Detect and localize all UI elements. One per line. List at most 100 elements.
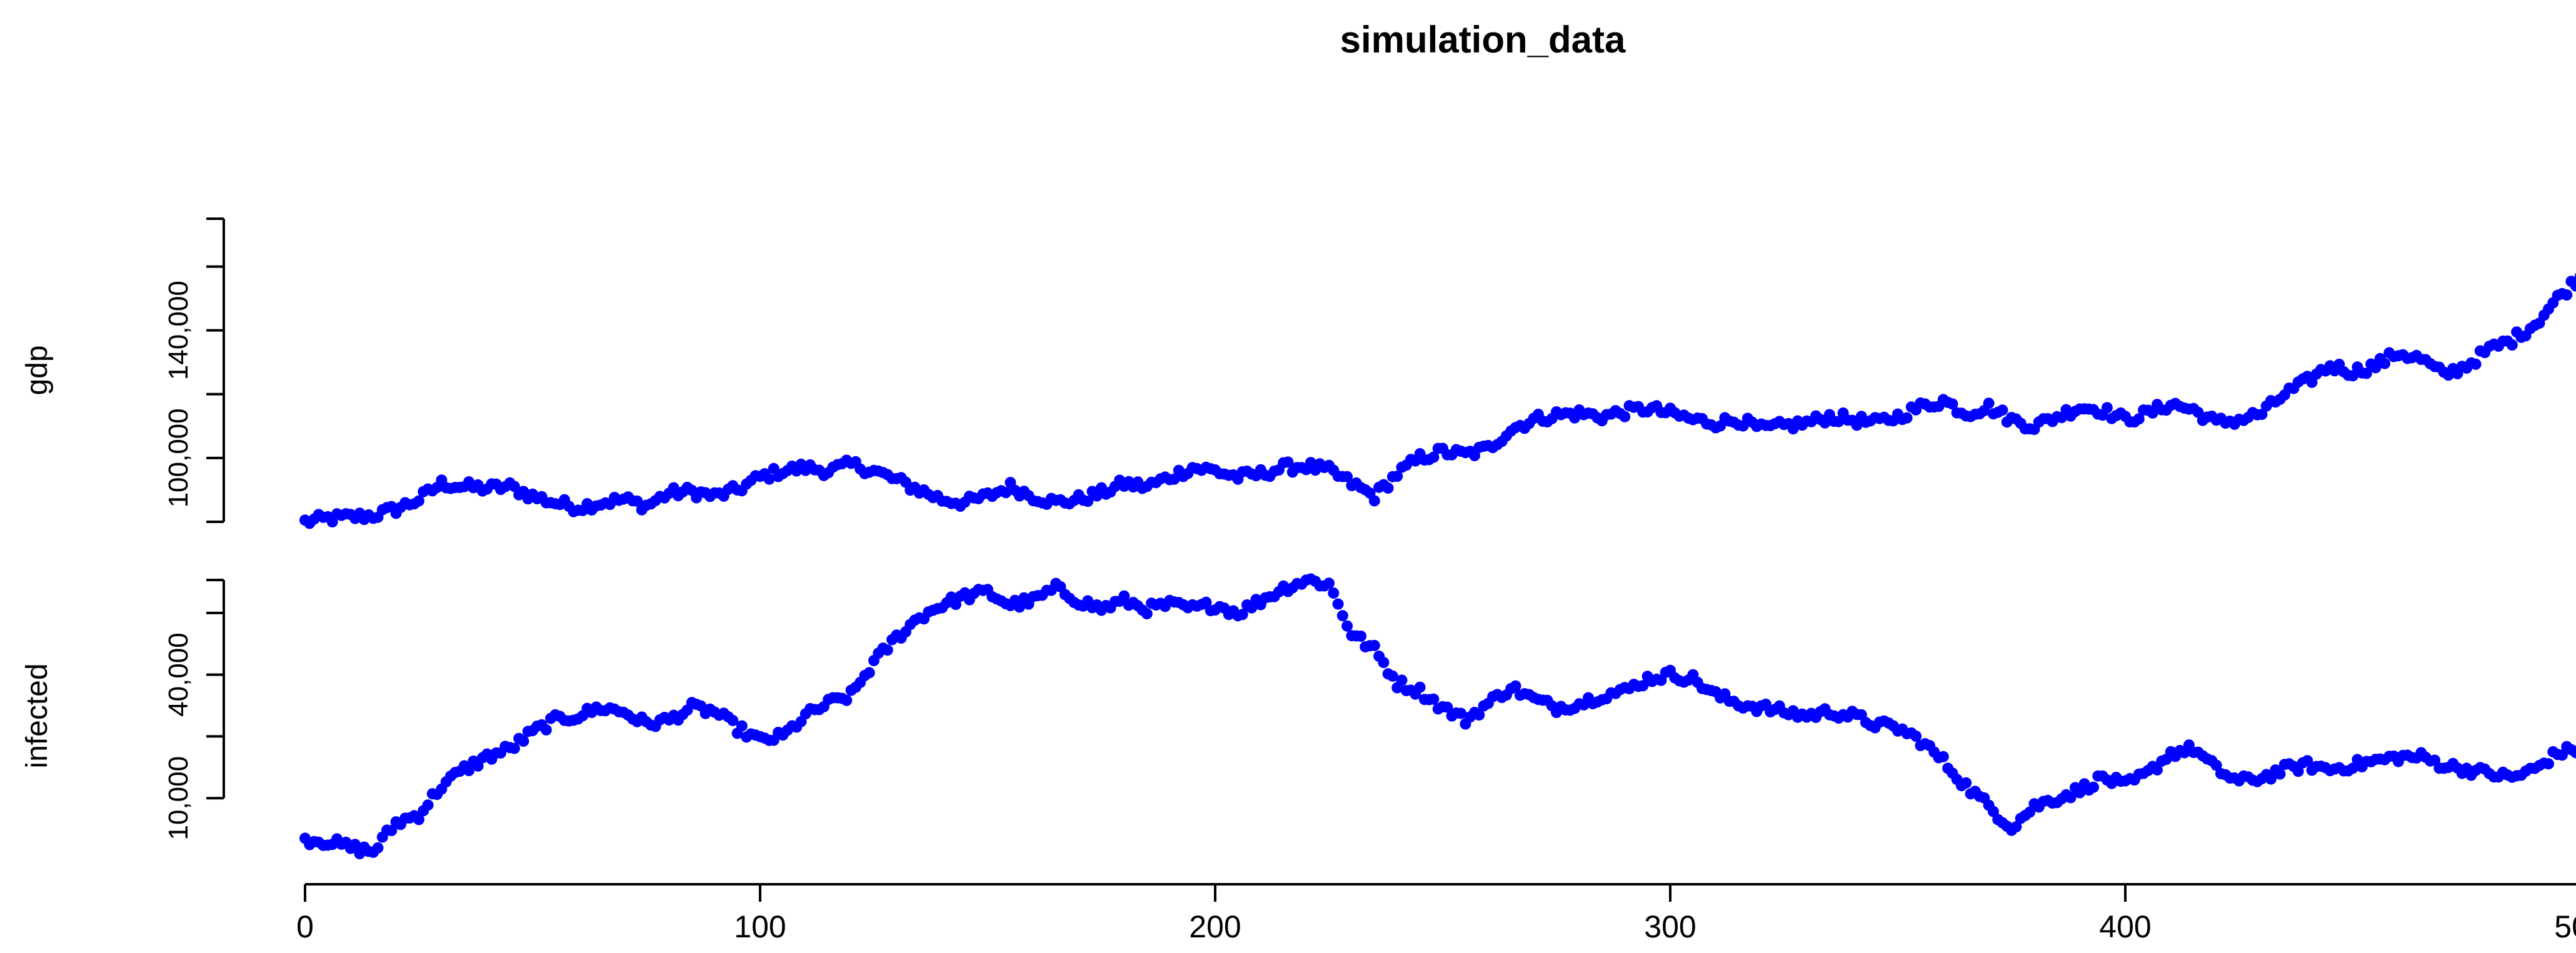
data-point	[1851, 419, 1863, 431]
data-point	[631, 495, 643, 507]
data-point	[1336, 610, 1348, 622]
data-point	[1341, 620, 1353, 632]
data-point	[1428, 693, 1440, 705]
x-tick-label: 500	[2554, 909, 2576, 944]
data-point	[1833, 416, 1845, 427]
data-point	[1819, 417, 1831, 429]
data-point	[1236, 609, 1248, 621]
data-point	[2292, 766, 2304, 777]
y-tick-label: 140,000	[163, 281, 194, 380]
data-point	[386, 825, 398, 836]
data-point	[2306, 376, 2318, 388]
data-point	[2360, 367, 2372, 379]
data-point	[2133, 413, 2145, 425]
chart-title: simulation_data	[1340, 19, 1626, 61]
data-point	[1200, 596, 1212, 608]
gdp-y-axis-label: gdp	[21, 345, 54, 395]
data-point	[1715, 420, 1727, 432]
data-point	[727, 714, 739, 726]
data-point	[2570, 747, 2576, 759]
gdp-y-ticks	[206, 217, 224, 523]
data-point	[413, 814, 424, 826]
data-point	[1396, 674, 1408, 686]
data-point	[1168, 473, 1180, 485]
data-point	[2561, 289, 2573, 301]
data-point	[2101, 402, 2113, 414]
x-axis: 0 100 200 300 400 500	[296, 883, 2576, 944]
data-point	[1473, 709, 1485, 721]
data-point	[1378, 657, 1390, 669]
x-tick-label: 100	[734, 909, 786, 944]
gdp-y-tick-labels: 100,000 140,000	[163, 281, 194, 507]
x-tick-label: 0	[296, 909, 314, 944]
data-point	[1341, 471, 1353, 482]
data-point	[1937, 751, 1949, 762]
data-point	[1469, 450, 1480, 461]
data-point	[1386, 670, 1398, 682]
data-point	[2065, 792, 2077, 804]
data-point	[2302, 755, 2313, 767]
data-point	[1455, 707, 1467, 719]
data-point	[1000, 487, 1012, 499]
data-point	[1510, 680, 1521, 692]
data-point	[1960, 777, 1972, 789]
data-point	[841, 694, 853, 706]
data-point	[413, 495, 424, 507]
infected-y-ticks	[206, 579, 224, 800]
data-point	[349, 839, 361, 851]
data-point	[372, 842, 384, 854]
data-point	[540, 724, 552, 736]
x-axis-tick-labels: 0 100 200 300 400 500	[296, 909, 2576, 944]
data-point	[2147, 407, 2158, 419]
data-point	[1141, 608, 1153, 620]
infected-y-axis-label: infected	[21, 663, 54, 768]
data-point	[1910, 731, 1922, 742]
data-point	[463, 765, 475, 776]
data-point	[1355, 631, 1366, 642]
data-point	[1118, 590, 1130, 602]
infected-series	[299, 573, 2576, 859]
y-tick-label: 10,000	[163, 756, 194, 841]
x-axis-ticks	[304, 884, 2127, 902]
data-point	[736, 720, 748, 732]
data-point	[1328, 587, 1340, 599]
data-point	[2556, 749, 2568, 761]
data-point	[1246, 602, 1258, 614]
data-point	[763, 473, 775, 485]
gdp-panel: 100,000 140,000 gdp	[21, 217, 2576, 529]
infected-panel: 10,000 40,000 infected	[21, 573, 2576, 859]
data-point	[1637, 680, 1649, 692]
data-point	[508, 481, 520, 492]
gdp-series	[299, 272, 2576, 529]
y-tick-label: 40,000	[163, 632, 194, 717]
x-tick-label: 200	[1189, 909, 1241, 944]
data-point	[1414, 681, 1426, 693]
data-point	[2088, 781, 2099, 793]
data-point	[472, 760, 484, 772]
data-point	[2152, 764, 2163, 776]
data-point	[1382, 482, 1394, 494]
x-tick-label: 400	[2099, 909, 2151, 944]
data-point	[2347, 370, 2358, 382]
data-point	[2256, 409, 2268, 421]
data-point	[2470, 358, 2482, 370]
data-point	[2074, 787, 2086, 799]
data-point	[2506, 339, 2518, 351]
data-point	[1368, 639, 1380, 651]
data-point	[2379, 357, 2390, 369]
data-point	[1282, 456, 1294, 468]
data-point	[881, 644, 893, 656]
data-point	[863, 667, 875, 679]
data-point	[508, 742, 520, 754]
infected-y-tick-labels: 10,000 40,000	[163, 632, 194, 840]
data-point	[1997, 404, 2008, 416]
data-point	[1368, 495, 1380, 507]
y-tick-label: 100,000	[163, 408, 194, 507]
data-point	[2543, 758, 2554, 770]
data-point	[2274, 768, 2286, 780]
data-point	[2024, 806, 2036, 818]
data-point	[1014, 601, 1025, 613]
data-point	[1619, 411, 1631, 422]
data-point	[2265, 773, 2277, 785]
